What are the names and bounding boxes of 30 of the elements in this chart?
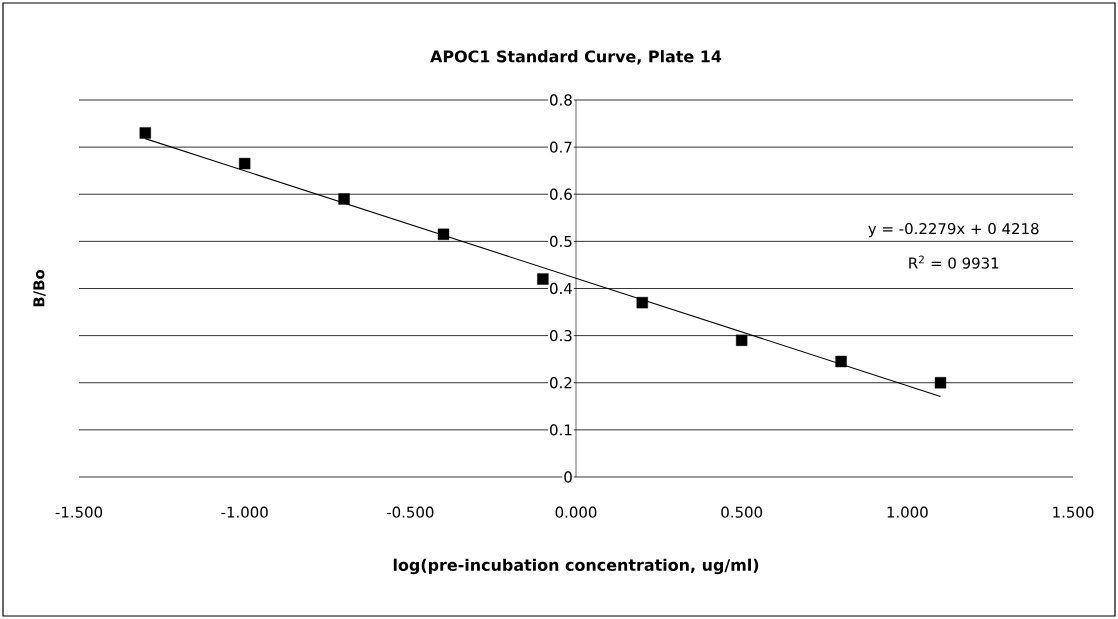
- y-tick-label: 0.5: [550, 235, 572, 248]
- point: [239, 157, 251, 170]
- x-tick-label: -1.000: [221, 506, 268, 518]
- x-tick-label: 1.500: [1053, 506, 1094, 518]
- point: [338, 193, 350, 205]
- x-tick-label: -1.500: [55, 506, 103, 518]
- chart-title: APOC1 Standard Curve, Plate 14: [430, 50, 722, 65]
- y-tick-label: 0: [564, 471, 572, 483]
- y-tick-label: 0.1: [550, 424, 572, 436]
- annotation: R$^{2}$ = 0 9931: [909, 255, 999, 269]
- point: [934, 377, 947, 389]
- x-tick-label: 1.000: [887, 506, 928, 518]
- y-tick-label: 0.7: [550, 141, 572, 153]
- point: [636, 296, 648, 309]
- y-tick-label: 0.2: [550, 377, 572, 389]
- point: [537, 273, 549, 285]
- y-tick-label: 0.8: [550, 94, 572, 106]
- x-tick-label: 0.500: [721, 506, 763, 518]
- point: [437, 228, 450, 240]
- point: [139, 127, 151, 139]
- y-tick-label: 0.3: [550, 329, 572, 342]
- point: [835, 355, 847, 368]
- y-tick-label: 0.6: [550, 188, 572, 200]
- point: [736, 334, 748, 347]
- annotation: y = -0.2279x + 0 4218: [868, 222, 1039, 238]
- x-axis-title: log(pre-incubation concentration, ug/ml): [393, 558, 759, 575]
- x-tick-label: -0.500: [386, 506, 434, 518]
- x-tick-label: 0.000: [555, 506, 597, 518]
- y-tick-label: 0.4: [550, 282, 572, 295]
- y-axis-title: B/Bo: [33, 269, 46, 307]
